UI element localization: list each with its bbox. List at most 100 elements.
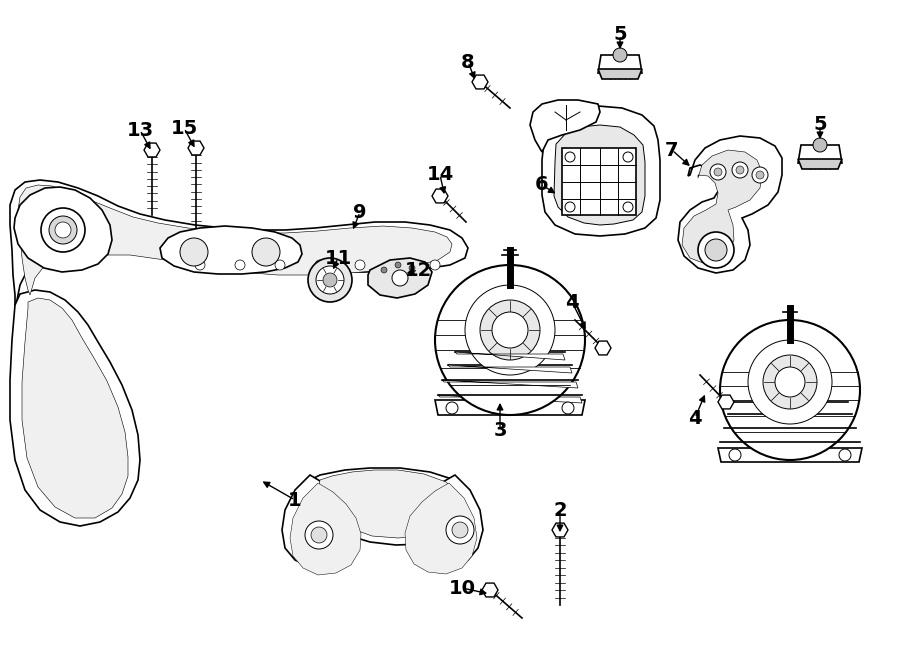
Circle shape (452, 522, 468, 538)
Circle shape (316, 266, 344, 294)
Circle shape (392, 270, 408, 286)
Text: 8: 8 (461, 52, 475, 71)
Polygon shape (22, 298, 128, 518)
Polygon shape (438, 395, 582, 403)
Circle shape (752, 167, 768, 183)
Polygon shape (188, 141, 204, 155)
Circle shape (180, 238, 208, 266)
Polygon shape (14, 187, 112, 272)
Circle shape (720, 320, 860, 460)
Circle shape (305, 521, 333, 549)
Text: 10: 10 (448, 578, 475, 598)
Circle shape (49, 216, 77, 244)
Circle shape (409, 265, 415, 271)
Circle shape (195, 260, 205, 270)
Text: 6: 6 (536, 176, 549, 194)
Polygon shape (10, 290, 140, 526)
Text: 4: 4 (565, 293, 579, 311)
Circle shape (275, 260, 285, 270)
Circle shape (705, 239, 727, 261)
Polygon shape (411, 475, 483, 566)
Polygon shape (554, 125, 645, 225)
Polygon shape (282, 475, 353, 567)
Circle shape (562, 402, 574, 414)
Circle shape (446, 516, 474, 544)
Circle shape (492, 312, 528, 348)
Polygon shape (482, 583, 498, 597)
Text: 12: 12 (404, 260, 432, 280)
Polygon shape (595, 341, 611, 355)
Circle shape (623, 202, 633, 212)
Polygon shape (455, 352, 565, 360)
Circle shape (381, 267, 387, 273)
Polygon shape (530, 100, 600, 152)
Text: 11: 11 (324, 249, 352, 268)
Polygon shape (798, 145, 842, 163)
Polygon shape (290, 483, 361, 575)
Circle shape (748, 340, 832, 424)
Circle shape (446, 402, 458, 414)
Circle shape (736, 166, 744, 174)
Text: 5: 5 (613, 26, 626, 44)
Circle shape (252, 238, 280, 266)
Circle shape (710, 164, 726, 180)
Circle shape (714, 168, 722, 176)
Polygon shape (718, 448, 862, 462)
Circle shape (565, 152, 575, 162)
Circle shape (308, 258, 352, 302)
Circle shape (430, 260, 440, 270)
Polygon shape (598, 69, 642, 79)
Circle shape (435, 265, 585, 415)
Polygon shape (448, 365, 572, 373)
Circle shape (613, 48, 627, 62)
Text: 4: 4 (688, 408, 702, 428)
Polygon shape (682, 150, 762, 263)
Text: 13: 13 (126, 120, 154, 139)
Circle shape (480, 300, 540, 360)
Text: 15: 15 (170, 118, 198, 137)
Circle shape (623, 152, 633, 162)
Polygon shape (308, 468, 475, 545)
Text: 9: 9 (353, 202, 367, 221)
Circle shape (55, 222, 71, 238)
Circle shape (235, 260, 245, 270)
Polygon shape (798, 159, 842, 169)
Polygon shape (160, 226, 302, 274)
Polygon shape (562, 148, 636, 215)
Polygon shape (10, 180, 468, 310)
Polygon shape (678, 136, 782, 273)
Text: 3: 3 (493, 420, 507, 440)
Polygon shape (368, 258, 432, 298)
Text: 2: 2 (554, 500, 567, 520)
Polygon shape (598, 55, 642, 73)
Polygon shape (318, 470, 462, 538)
Polygon shape (405, 483, 477, 574)
Circle shape (756, 171, 764, 179)
Text: 14: 14 (427, 165, 454, 184)
Circle shape (775, 367, 805, 397)
Polygon shape (442, 380, 578, 388)
Circle shape (763, 355, 817, 409)
Circle shape (465, 285, 555, 375)
Circle shape (729, 449, 741, 461)
Polygon shape (435, 400, 585, 415)
Circle shape (355, 260, 365, 270)
Polygon shape (718, 395, 734, 409)
Circle shape (311, 527, 327, 543)
Circle shape (323, 273, 337, 287)
Circle shape (813, 138, 827, 152)
Text: 1: 1 (288, 490, 302, 510)
Polygon shape (432, 189, 448, 203)
Circle shape (698, 232, 734, 268)
Polygon shape (18, 185, 452, 295)
Polygon shape (552, 523, 568, 537)
Text: 7: 7 (665, 141, 679, 159)
Circle shape (565, 202, 575, 212)
Circle shape (41, 208, 85, 252)
Circle shape (839, 449, 851, 461)
Polygon shape (144, 143, 160, 157)
Polygon shape (472, 75, 488, 89)
Circle shape (315, 260, 325, 270)
Circle shape (395, 262, 401, 268)
Circle shape (395, 260, 405, 270)
